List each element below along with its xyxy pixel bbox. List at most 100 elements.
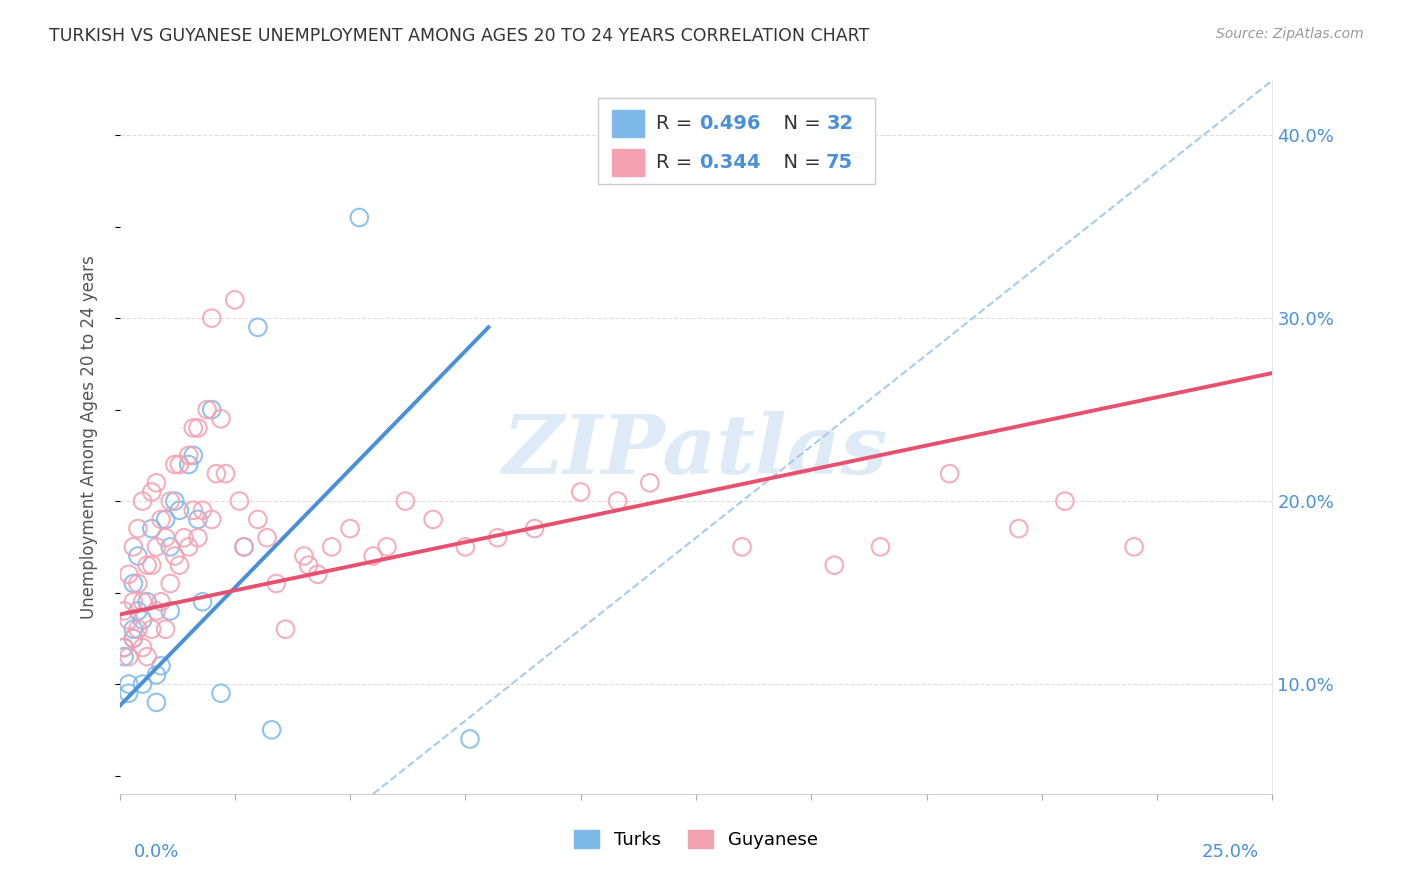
Point	[177, 458, 200, 472]
Point	[307, 567, 329, 582]
Point	[150, 658, 173, 673]
Point	[606, 494, 628, 508]
Point	[246, 512, 269, 526]
Point	[177, 540, 200, 554]
Point	[201, 512, 224, 526]
Point	[127, 604, 149, 618]
Point	[136, 595, 159, 609]
Point	[394, 494, 416, 508]
Point	[256, 531, 278, 545]
Point	[731, 540, 754, 554]
Point	[159, 604, 181, 618]
Point	[823, 558, 845, 573]
Point	[187, 531, 209, 545]
Point	[122, 632, 145, 646]
Point	[163, 458, 186, 472]
Point	[118, 649, 141, 664]
Point	[122, 632, 145, 646]
Point	[112, 640, 135, 655]
Point	[150, 595, 173, 609]
Point	[523, 522, 546, 536]
Point	[127, 622, 149, 636]
Point	[145, 695, 167, 709]
Text: 0.344: 0.344	[699, 153, 761, 172]
Text: 75: 75	[827, 153, 853, 172]
Point	[209, 411, 232, 425]
Point	[118, 613, 141, 627]
Point	[112, 604, 135, 618]
Point	[131, 494, 153, 508]
Point	[349, 211, 371, 225]
Point	[187, 421, 209, 435]
Point	[214, 467, 236, 481]
Point	[159, 494, 181, 508]
Point	[136, 649, 159, 664]
Point	[127, 549, 149, 563]
Point	[122, 595, 145, 609]
Point	[201, 311, 224, 326]
Point	[145, 604, 167, 618]
Point	[112, 640, 135, 655]
Point	[233, 540, 256, 554]
Point	[1053, 494, 1076, 508]
Point	[163, 549, 186, 563]
Point	[131, 613, 153, 627]
Point	[260, 723, 283, 737]
Point	[122, 576, 145, 591]
Point	[274, 622, 297, 636]
Point	[297, 558, 319, 573]
Point	[422, 512, 444, 526]
Point	[292, 549, 315, 563]
Text: 25.0%: 25.0%	[1201, 843, 1258, 861]
Point	[141, 622, 163, 636]
Point	[266, 576, 288, 591]
FancyBboxPatch shape	[612, 111, 644, 137]
Point	[1123, 540, 1146, 554]
Text: Source: ZipAtlas.com: Source: ZipAtlas.com	[1216, 27, 1364, 41]
Point	[155, 531, 177, 545]
Point	[118, 677, 141, 691]
Point	[163, 494, 186, 508]
Point	[150, 512, 173, 526]
Point	[224, 293, 246, 307]
Point	[169, 503, 191, 517]
Point	[141, 485, 163, 500]
Point	[118, 567, 141, 582]
Point	[136, 558, 159, 573]
Point	[1008, 522, 1031, 536]
Y-axis label: Unemployment Among Ages 20 to 24 years: Unemployment Among Ages 20 to 24 years	[80, 255, 98, 619]
Point	[131, 595, 153, 609]
Point	[191, 595, 214, 609]
FancyBboxPatch shape	[612, 149, 644, 176]
Point	[205, 467, 228, 481]
Point	[169, 458, 191, 472]
Point	[191, 503, 214, 517]
Point	[375, 540, 398, 554]
Text: 0.496: 0.496	[699, 114, 761, 133]
Point	[638, 475, 661, 490]
Point	[159, 576, 181, 591]
Point	[569, 485, 592, 500]
Point	[145, 540, 167, 554]
Point	[145, 668, 167, 682]
Point	[361, 549, 384, 563]
Point	[169, 558, 191, 573]
Point	[938, 467, 960, 481]
Point	[181, 449, 204, 463]
Point	[141, 522, 163, 536]
Text: N =: N =	[770, 114, 827, 133]
Point	[228, 494, 250, 508]
Point	[122, 540, 145, 554]
Point	[127, 576, 149, 591]
Point	[454, 540, 477, 554]
Legend: Turks, Guyanese: Turks, Guyanese	[574, 830, 818, 849]
Point	[869, 540, 891, 554]
Text: R =: R =	[655, 153, 699, 172]
Point	[118, 686, 141, 700]
Point	[233, 540, 256, 554]
Point	[131, 640, 153, 655]
Point	[458, 731, 481, 746]
Point	[127, 522, 149, 536]
FancyBboxPatch shape	[598, 98, 875, 184]
Point	[155, 622, 177, 636]
